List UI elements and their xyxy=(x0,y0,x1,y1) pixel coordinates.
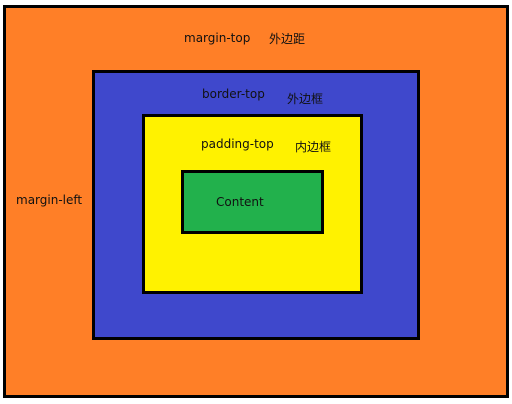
padding-top-label: padding-top xyxy=(201,137,274,151)
margin-top-cn-label: 外边距 xyxy=(269,32,306,46)
content-area xyxy=(181,170,324,234)
border-top-label: border-top xyxy=(202,87,265,101)
content-label: Content xyxy=(216,195,264,209)
border-top-cn-label: 外边框 xyxy=(287,92,324,106)
margin-top-label: margin-top xyxy=(184,31,251,45)
margin-left-label: margin-left xyxy=(16,193,83,207)
padding-top-cn-label: 内边框 xyxy=(295,140,332,154)
